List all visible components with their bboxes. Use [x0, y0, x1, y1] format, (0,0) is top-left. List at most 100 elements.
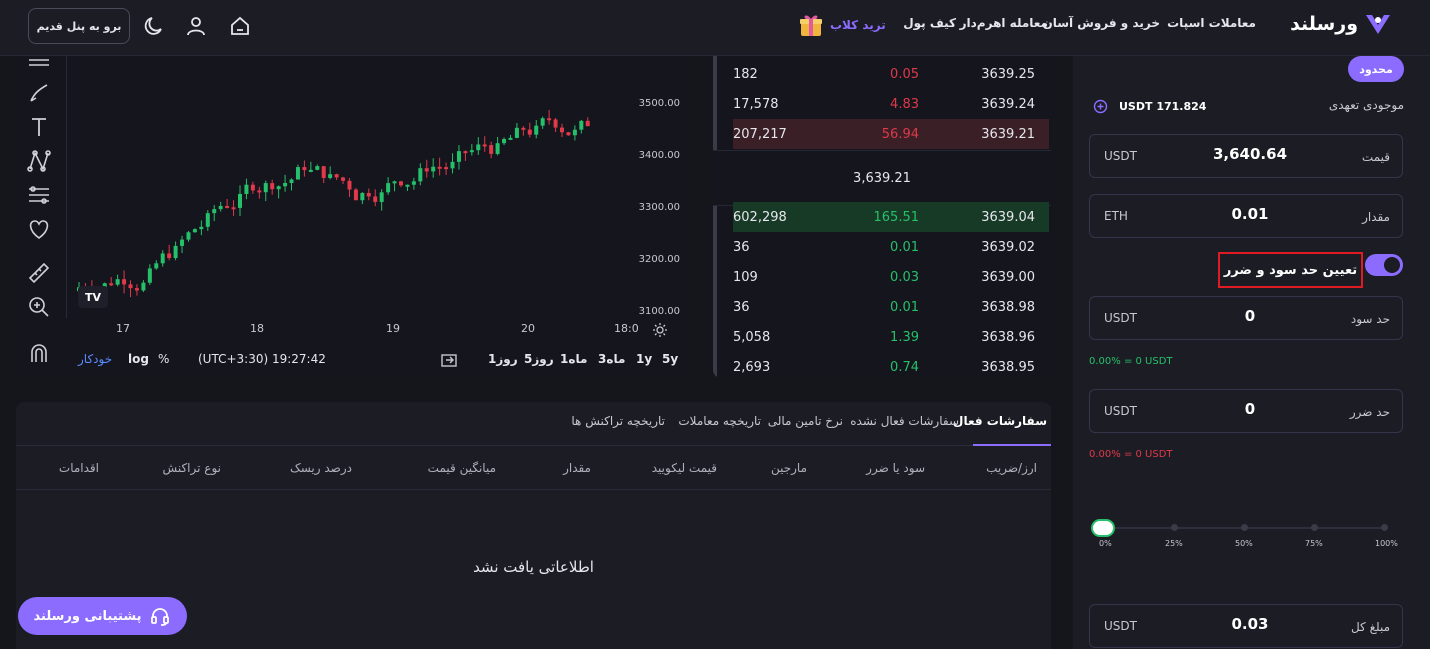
stop-loss-field[interactable]: حد ضرر 0 USDT — [1089, 389, 1403, 433]
bid-row[interactable]: 109 0.03 3639.00 — [733, 262, 1049, 292]
ask-row[interactable]: 207,217 56.94 3639.21 — [733, 119, 1049, 149]
brush-tool-icon[interactable] — [26, 80, 52, 106]
scrollbar[interactable] — [713, 56, 717, 150]
slider-handle[interactable] — [1091, 519, 1115, 537]
compare-icon[interactable] — [440, 352, 458, 370]
magnet-icon[interactable] — [26, 340, 52, 366]
slider-step[interactable] — [1381, 524, 1388, 531]
candle-body — [347, 180, 352, 190]
price-field[interactable]: قیمت 3,640.64 USDT — [1089, 134, 1403, 178]
bid-row[interactable]: 2,693 0.74 3638.95 — [733, 352, 1049, 378]
tab-active-orders[interactable]: سفارشات فعال — [953, 414, 1047, 428]
amount-field[interactable]: مقدار 0.01 ETH — [1089, 194, 1403, 238]
logo-icon — [1366, 15, 1390, 34]
time-axis[interactable]: 17 18 19 20 18:0 — [66, 318, 686, 342]
pattern-tool-icon[interactable] — [26, 148, 52, 174]
price-axis[interactable]: 3500.00 3400.00 3300.00 3200.00 3100.00 — [626, 56, 690, 318]
interval-1d[interactable]: 1روز — [488, 352, 518, 366]
col-currency-leverage: ارز/ضریب — [986, 461, 1037, 475]
interval-5y[interactable]: 5y — [662, 352, 679, 366]
tp-sl-toggle[interactable] — [1365, 254, 1403, 276]
tab-inactive-orders[interactable]: سفارشات فعال نشده — [850, 414, 959, 428]
ask-total: 182 — [733, 67, 758, 82]
bid-row[interactable]: 36 0.01 3638.98 — [733, 292, 1049, 322]
log-scale-option[interactable]: log — [128, 352, 149, 366]
candle-body — [353, 189, 358, 201]
auto-scale-option[interactable]: خودکار — [78, 352, 113, 366]
slider-step[interactable] — [1241, 524, 1248, 531]
ask-row[interactable]: 17,578 4.83 3639.24 — [733, 89, 1049, 119]
candle-body — [444, 167, 449, 170]
add-balance-icon[interactable] — [1093, 99, 1108, 114]
tab-trade-history[interactable]: تاریخچه معاملات — [678, 414, 761, 428]
nav-wallet[interactable]: کیف پول — [903, 16, 956, 30]
slider-step[interactable] — [1171, 524, 1178, 531]
slider-label: 75% — [1305, 539, 1323, 548]
candle-body — [431, 166, 436, 172]
interval-5d[interactable]: 5روز — [524, 352, 554, 366]
bid-amount: 1.39 — [890, 330, 919, 345]
time-tick: 18 — [250, 322, 264, 335]
bid-amount: 0.01 — [890, 240, 919, 255]
tab-transaction-history[interactable]: تاریخچه تراکنش ها — [571, 414, 665, 428]
candle-body — [205, 213, 210, 227]
order-book: 182 0.05 3639.25 17,578 4.83 3639.24 207… — [713, 56, 1051, 378]
candle-body — [379, 192, 384, 202]
bid-amount: 0.74 — [890, 360, 919, 375]
candle-body — [334, 174, 339, 178]
percent-scale-option[interactable]: % — [158, 352, 170, 366]
candle-body — [289, 179, 294, 184]
tab-funding-rate[interactable]: نرخ تامین مالی — [767, 414, 843, 428]
candle-body — [386, 183, 391, 193]
prediction-tool-icon[interactable] — [26, 182, 52, 208]
col-liquidation-price: قیمت لیکویید — [651, 461, 717, 475]
bid-row[interactable]: 602,298 165.51 3639.04 — [733, 202, 1049, 232]
slider-step[interactable] — [1311, 524, 1318, 531]
candle-body — [476, 144, 481, 151]
settings-icon[interactable] — [652, 322, 668, 338]
text-tool-icon[interactable] — [26, 114, 52, 140]
interval-1y[interactable]: 1y — [636, 352, 653, 366]
scrollbar[interactable] — [713, 206, 717, 378]
old-panel-button[interactable]: برو به پنل قدیم — [28, 8, 130, 44]
bid-total: 5,058 — [733, 330, 771, 345]
zoom-in-icon[interactable] — [26, 294, 52, 320]
take-profit-field[interactable]: حد سود 0 USDT — [1089, 296, 1403, 340]
price-value: 3,640.64 — [1212, 145, 1288, 163]
support-label: پشتیبانی ورسلند — [33, 608, 142, 624]
interval-3m[interactable]: 3ماه — [598, 352, 626, 366]
candle-body — [482, 144, 487, 147]
ask-price: 3639.25 — [981, 67, 1035, 82]
candle-body — [199, 226, 204, 230]
candlestick-chart[interactable] — [66, 56, 626, 318]
clock-readout[interactable]: (UTC+3:30) 19:27:42 — [198, 352, 326, 366]
candle-body — [424, 168, 429, 172]
moon-icon[interactable] — [142, 14, 166, 38]
bid-row[interactable]: 36 0.01 3639.02 — [733, 232, 1049, 262]
total-field[interactable]: مبلغ کل 0.03 USDT — [1089, 604, 1403, 648]
lines-tool-icon[interactable] — [26, 56, 52, 78]
home-icon[interactable] — [228, 14, 252, 38]
ask-depth-bar — [733, 119, 1049, 149]
logo-text: ورسلند — [1290, 13, 1358, 35]
ask-price: 3639.24 — [981, 97, 1035, 112]
support-button[interactable]: پشتیبانی ورسلند — [18, 597, 187, 635]
stop-loss-unit: USDT — [1104, 404, 1137, 418]
nav-margin[interactable]: معامله اهرم‌دار — [959, 16, 1048, 30]
ruler-icon[interactable] — [26, 260, 52, 286]
user-icon[interactable] — [184, 14, 208, 38]
logo[interactable]: ورسلند — [1290, 12, 1392, 36]
nav-spot[interactable]: معاملات اسپات — [1167, 16, 1256, 30]
trade-club-link[interactable]: ترید کلاب — [798, 12, 886, 38]
limit-order-badge[interactable]: محدود — [1348, 56, 1404, 82]
ask-amount: 56.94 — [881, 127, 919, 142]
drawing-toolbar — [16, 56, 66, 378]
ask-row[interactable]: 182 0.05 3639.25 — [733, 59, 1049, 89]
col-average-price: میانگین قیمت — [427, 461, 496, 475]
interval-1m[interactable]: 1ماه — [560, 352, 588, 366]
orders-table-header: ارز/ضریب سود یا ضرر مارجین قیمت لیکویید … — [16, 446, 1051, 490]
candle-body — [547, 118, 552, 121]
nav-easy-buy-sell[interactable]: خرید و فروش آسان — [1042, 16, 1160, 30]
bid-row[interactable]: 5,058 1.39 3638.96 — [733, 322, 1049, 352]
heart-icon[interactable] — [26, 216, 52, 242]
